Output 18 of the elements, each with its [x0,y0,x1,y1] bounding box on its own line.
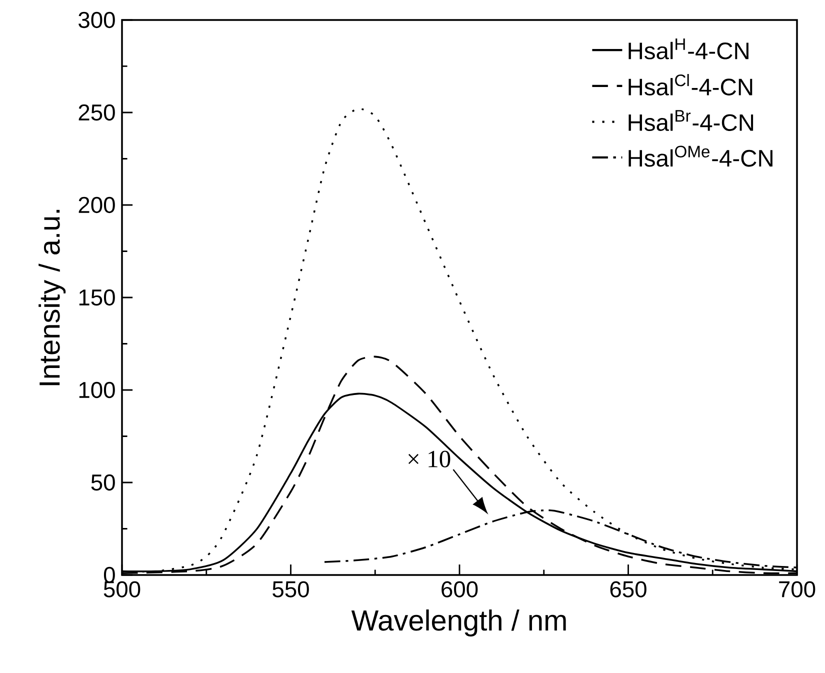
legend-label: Hsal$^{Cl}$-4-CN [628,74,752,96]
y-tick-label: 150 [79,289,115,306]
x-tick-label: 500 [104,581,140,598]
y-tick-label: 50 [91,474,115,491]
x-tick-label: 550 [272,581,309,598]
y-axis-title: Intensity / a.u. [38,210,66,386]
annotation: × 10 [408,450,450,468]
x-axis-title: Wavelength / nm [351,609,566,636]
x-tick-label: 650 [610,581,646,598]
x-tick-label: 700 [779,581,816,598]
y-tick-label: 200 [78,196,115,214]
x-tick-label: 600 [442,581,478,598]
y-tick-label: 250 [78,104,115,121]
legend-label: Hsal$^{Br}$-4-CN [628,110,754,131]
legend-label: Hsal$^{H}$-4-CN [628,38,748,60]
y-tick-label: 100 [79,382,115,398]
y-tick-label: 300 [78,12,115,28]
legend-label: Hsal$^{OMe}$-4-CN [628,146,772,167]
